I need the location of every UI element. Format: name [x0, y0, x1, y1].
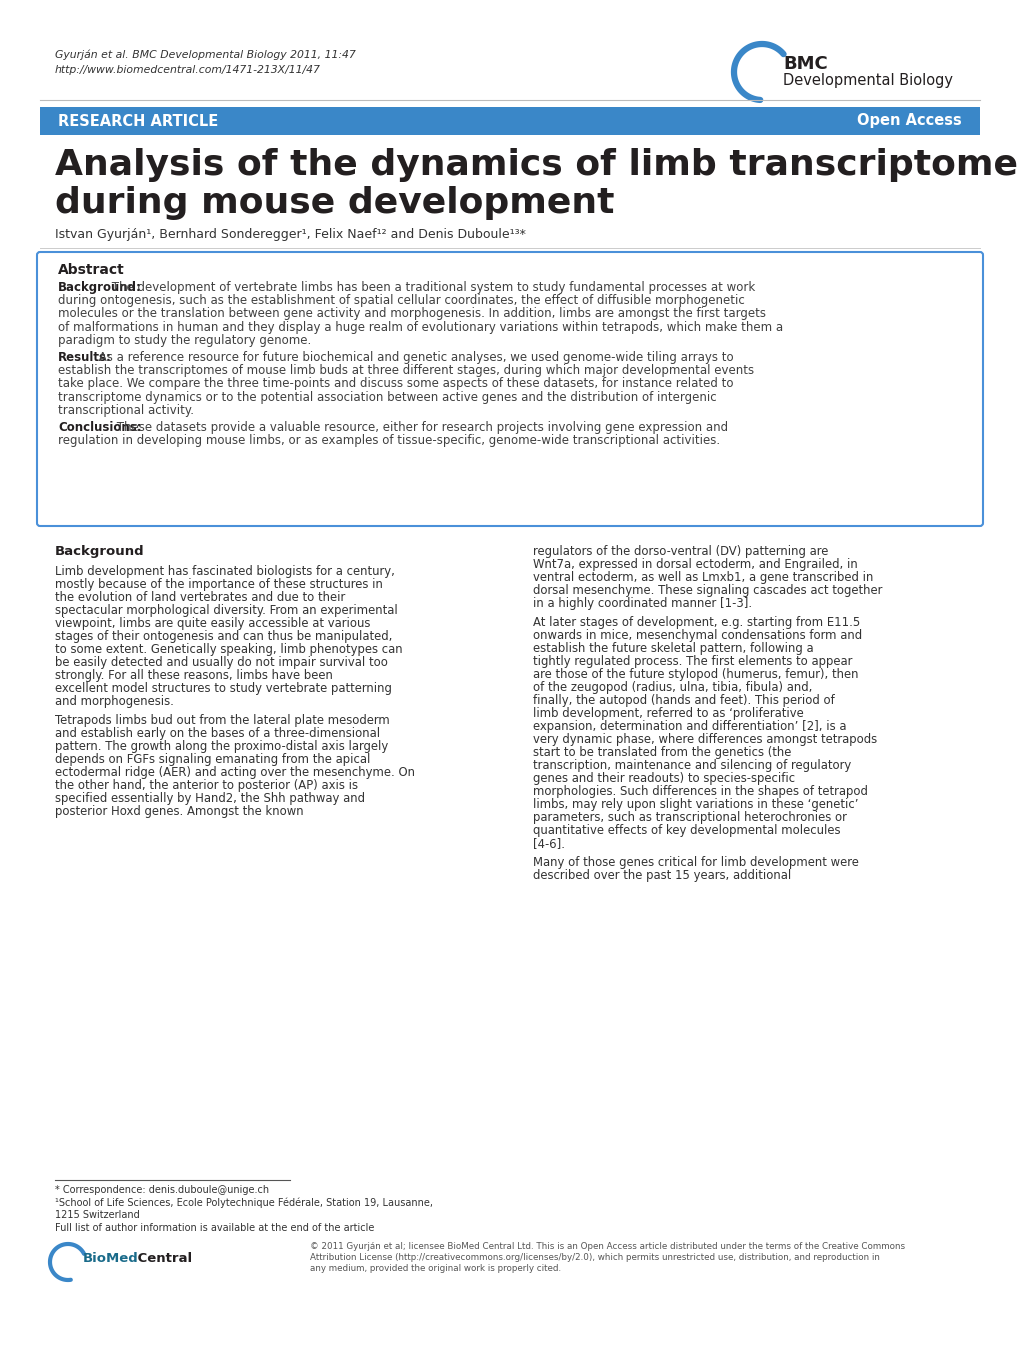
Text: to some extent. Genetically speaking, limb phenotypes can: to some extent. Genetically speaking, li… [55, 643, 403, 656]
Text: and morphogenesis.: and morphogenesis. [55, 694, 173, 708]
Text: depends on FGFs signaling emanating from the apical: depends on FGFs signaling emanating from… [55, 753, 370, 766]
Text: ventral ectoderm, as well as Lmxb1, a gene transcribed in: ventral ectoderm, as well as Lmxb1, a ge… [533, 571, 872, 584]
Text: regulators of the dorso-ventral (DV) patterning are: regulators of the dorso-ventral (DV) pat… [533, 545, 827, 559]
Text: of the zeugopod (radius, ulna, tibia, fibula) and,: of the zeugopod (radius, ulna, tibia, fi… [533, 681, 811, 694]
Text: BioMed: BioMed [83, 1252, 139, 1265]
Text: morphologies. Such differences in the shapes of tetrapod: morphologies. Such differences in the sh… [533, 786, 867, 798]
Text: Conclusions:: Conclusions: [58, 421, 142, 434]
Text: Limb development has fascinated biologists for a century,: Limb development has fascinated biologis… [55, 565, 394, 578]
Text: dorsal mesenchyme. These signaling cascades act together: dorsal mesenchyme. These signaling casca… [533, 584, 881, 597]
Text: Results:: Results: [58, 351, 112, 364]
Text: Many of those genes critical for limb development were: Many of those genes critical for limb de… [533, 856, 858, 868]
Text: are those of the future stylopod (humerus, femur), then: are those of the future stylopod (humeru… [533, 669, 858, 681]
Text: At later stages of development, e.g. starting from E11.5: At later stages of development, e.g. sta… [533, 616, 859, 629]
Text: Background: Background [55, 545, 145, 559]
Text: Attribution License (http://creativecommons.org/licenses/by/2.0), which permits : Attribution License (http://creativecomm… [310, 1253, 879, 1263]
Text: be easily detected and usually do not impair survival too: be easily detected and usually do not im… [55, 656, 387, 669]
Bar [40, 107, 979, 135]
Text: © 2011 Gyurján et al; licensee BioMed Central Ltd. This is an Open Access articl: © 2011 Gyurján et al; licensee BioMed Ce… [310, 1242, 904, 1252]
Text: tightly regulated process. The first elements to appear: tightly regulated process. The first ele… [533, 655, 852, 669]
Text: spectacular morphological diversity. From an experimental: spectacular morphological diversity. Fro… [55, 603, 397, 617]
Text: parameters, such as transcriptional heterochronies or: parameters, such as transcriptional hete… [533, 811, 846, 824]
Text: onwards in mice, mesenchymal condensations form and: onwards in mice, mesenchymal condensatio… [533, 629, 861, 641]
Text: paradigm to study the regulatory genome.: paradigm to study the regulatory genome. [58, 334, 311, 347]
Text: mostly because of the importance of these structures in: mostly because of the importance of thes… [55, 578, 382, 591]
Text: Tetrapods limbs bud out from the lateral plate mesoderm: Tetrapods limbs bud out from the lateral… [55, 713, 389, 727]
Text: any medium, provided the original work is properly cited.: any medium, provided the original work i… [310, 1264, 560, 1273]
Text: viewpoint, limbs are quite easily accessible at various: viewpoint, limbs are quite easily access… [55, 617, 370, 631]
Text: Istvan Gyurján¹, Bernhard Sonderegger¹, Felix Naef¹² and Denis Duboule¹³*: Istvan Gyurján¹, Bernhard Sonderegger¹, … [55, 228, 526, 241]
Text: Abstract: Abstract [58, 264, 124, 277]
Text: and establish early on the bases of a three-dimensional: and establish early on the bases of a th… [55, 727, 380, 741]
Text: ¹School of Life Sciences, Ecole Polytechnique Fédérale, Station 19, Lausanne,: ¹School of Life Sciences, Ecole Polytech… [55, 1199, 433, 1208]
Text: the other hand, the anterior to posterior (AP) axis is: the other hand, the anterior to posterio… [55, 779, 358, 792]
Text: Wnt7a, expressed in dorsal ectoderm, and Engrailed, in: Wnt7a, expressed in dorsal ectoderm, and… [533, 559, 857, 571]
Text: stages of their ontogenesis and can thus be manipulated,: stages of their ontogenesis and can thus… [55, 631, 392, 643]
Text: molecules or the translation between gene activity and morphogenesis. In additio: molecules or the translation between gen… [58, 307, 765, 321]
Text: Gyurján et al. BMC Developmental Biology 2011, 11:47: Gyurján et al. BMC Developmental Biology… [55, 50, 356, 61]
Text: finally, the autopod (hands and feet). This period of: finally, the autopod (hands and feet). T… [533, 694, 834, 707]
Text: genes and their readouts) to species-specific: genes and their readouts) to species-spe… [533, 772, 795, 786]
Text: [4-6].: [4-6]. [533, 837, 565, 849]
Text: excellent model structures to study vertebrate patterning: excellent model structures to study vert… [55, 682, 391, 694]
Text: As a reference resource for future biochemical and genetic analyses, we used gen: As a reference resource for future bioch… [95, 351, 733, 364]
Text: transcriptional activity.: transcriptional activity. [58, 404, 194, 417]
Text: Central: Central [132, 1252, 192, 1265]
Text: BMC: BMC [783, 54, 827, 73]
Text: transcription, maintenance and silencing of regulatory: transcription, maintenance and silencing… [533, 758, 851, 772]
Text: Full list of author information is available at the end of the article: Full list of author information is avail… [55, 1223, 374, 1233]
FancyBboxPatch shape [37, 251, 982, 526]
Text: of malformations in human and they display a huge realm of evolutionary variatio: of malformations in human and they displ… [58, 321, 783, 333]
Text: limbs, may rely upon slight variations in these ‘genetic’: limbs, may rely upon slight variations i… [533, 798, 858, 811]
Text: pattern. The growth along the proximo-distal axis largely: pattern. The growth along the proximo-di… [55, 741, 388, 753]
Text: 1215 Switzerland: 1215 Switzerland [55, 1210, 140, 1220]
Text: Analysis of the dynamics of limb transcriptomes: Analysis of the dynamics of limb transcr… [55, 148, 1019, 182]
Text: quantitative effects of key developmental molecules: quantitative effects of key developmenta… [533, 824, 840, 837]
Text: in a highly coordinated manner [1-3].: in a highly coordinated manner [1-3]. [533, 597, 751, 610]
Text: * Correspondence: denis.duboule@unige.ch: * Correspondence: denis.duboule@unige.ch [55, 1185, 269, 1195]
Text: expansion, determination and differentiation’ [2], is a: expansion, determination and differentia… [533, 720, 846, 733]
Text: establish the future skeletal pattern, following a: establish the future skeletal pattern, f… [533, 641, 813, 655]
Text: described over the past 15 years, additional: described over the past 15 years, additi… [533, 868, 791, 882]
Text: specified essentially by Hand2, the Shh pathway and: specified essentially by Hand2, the Shh … [55, 792, 365, 805]
Text: during mouse development: during mouse development [55, 186, 613, 220]
Text: Open Access: Open Access [856, 114, 961, 129]
Text: establish the transcriptomes of mouse limb buds at three different stages, durin: establish the transcriptomes of mouse li… [58, 364, 753, 378]
Text: ectodermal ridge (AER) and acting over the mesenchyme. On: ectodermal ridge (AER) and acting over t… [55, 766, 415, 779]
Text: Background:: Background: [58, 281, 142, 294]
Text: The development of vertebrate limbs has been a traditional system to study funda: The development of vertebrate limbs has … [108, 281, 755, 294]
Text: start to be translated from the genetics (the: start to be translated from the genetics… [533, 746, 791, 758]
Text: limb development, referred to as ‘proliferative: limb development, referred to as ‘prolif… [533, 707, 803, 720]
Text: strongly. For all these reasons, limbs have been: strongly. For all these reasons, limbs h… [55, 669, 332, 682]
Text: very dynamic phase, where differences amongst tetrapods: very dynamic phase, where differences am… [533, 733, 876, 746]
Text: posterior Hoxd genes. Amongst the known: posterior Hoxd genes. Amongst the known [55, 805, 304, 818]
Text: transcriptome dynamics or to the potential association between active genes and : transcriptome dynamics or to the potenti… [58, 390, 716, 404]
Text: Developmental Biology: Developmental Biology [783, 73, 952, 88]
Text: the evolution of land vertebrates and due to their: the evolution of land vertebrates and du… [55, 591, 344, 603]
Text: RESEARCH ARTICLE: RESEARCH ARTICLE [58, 114, 218, 129]
Text: during ontogenesis, such as the establishment of spatial cellular coordinates, t: during ontogenesis, such as the establis… [58, 294, 744, 307]
Text: regulation in developing mouse limbs, or as examples of tissue-specific, genome-: regulation in developing mouse limbs, or… [58, 434, 719, 447]
Text: http://www.biomedcentral.com/1471-213X/11/47: http://www.biomedcentral.com/1471-213X/1… [55, 65, 321, 75]
Text: These datasets provide a valuable resource, either for research projects involvi: These datasets provide a valuable resour… [113, 421, 728, 434]
Text: take place. We compare the three time-points and discuss some aspects of these d: take place. We compare the three time-po… [58, 378, 733, 390]
